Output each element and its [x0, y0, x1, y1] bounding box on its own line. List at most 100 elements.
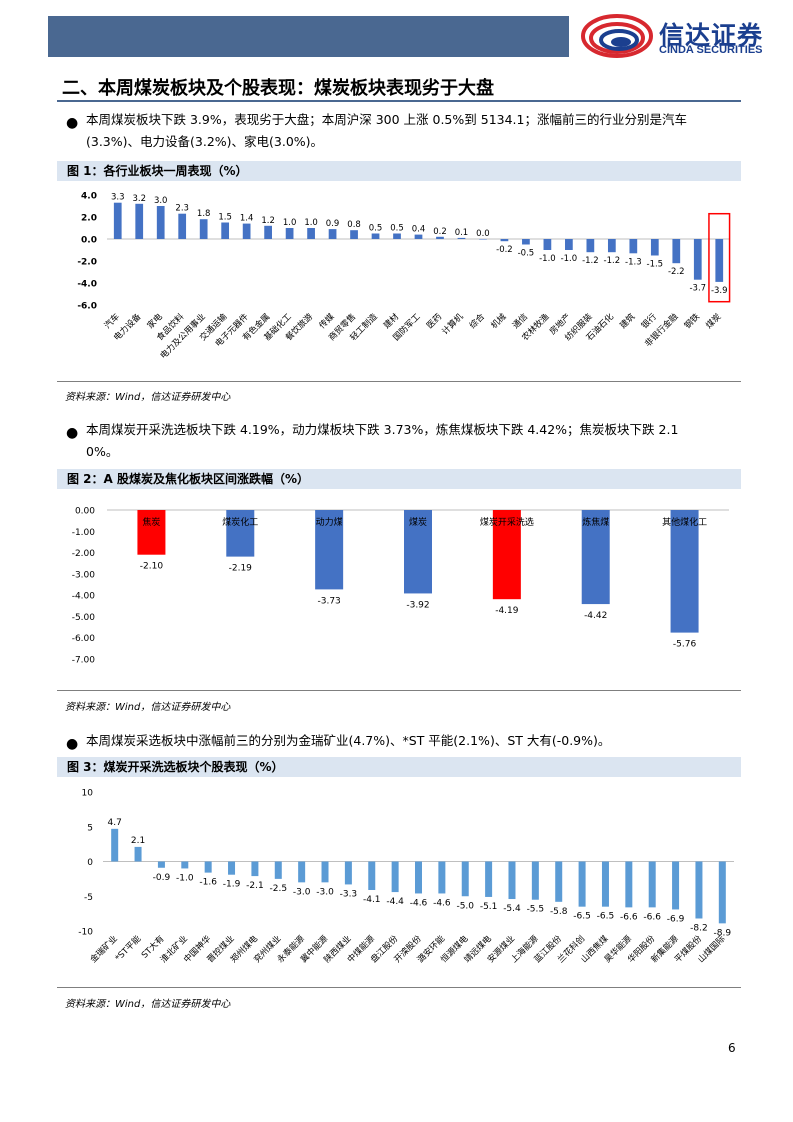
- data-label: 0.5: [390, 224, 404, 234]
- y-tick-label: -5: [84, 893, 93, 903]
- bar: [438, 861, 446, 894]
- data-label: -6.5: [597, 912, 615, 922]
- bar: [436, 236, 444, 239]
- data-label: 1.0: [283, 218, 297, 228]
- data-label: 2.3: [175, 204, 189, 214]
- figure-1-title: 图 1：各行业板块一周表现（%）: [57, 161, 741, 181]
- category-label: 炼焦煤: [582, 516, 609, 528]
- bar: [368, 861, 376, 890]
- category-label: 煤炭开采洗选: [480, 516, 534, 528]
- data-label: 1.8: [197, 209, 211, 219]
- bar: [204, 861, 212, 873]
- data-label: 1.4: [240, 214, 254, 224]
- data-label: -0.2: [496, 245, 513, 255]
- bar: [137, 510, 166, 555]
- paragraph-2-line2: 0%。: [86, 444, 119, 459]
- data-label: -4.42: [584, 611, 607, 621]
- section-divider: [57, 100, 741, 102]
- figure-3-chart: 1050-5-104.7金瑞矿业2.1*ST平能-0.9ST大有-1.0淮北矿业…: [78, 789, 734, 965]
- bar: [228, 861, 236, 875]
- data-label: 3.0: [154, 196, 168, 206]
- data-label: 0.4: [412, 225, 426, 235]
- bar: [522, 239, 530, 245]
- bar: [457, 237, 466, 239]
- y-tick-label: -7.00: [72, 656, 96, 666]
- bar: [178, 213, 187, 239]
- data-label: -3.9: [711, 286, 728, 296]
- bar: [531, 861, 539, 900]
- paragraph-3: 本周煤炭采选板块中涨幅前三的分别为金瑞矿业(4.7%)、*ST 平能(2.1%)…: [86, 730, 741, 752]
- highlight-box: [708, 212, 731, 303]
- bar: [221, 222, 230, 239]
- bar: [601, 861, 609, 907]
- bar: [264, 225, 272, 239]
- page-number: 6: [728, 1041, 736, 1055]
- bar: [199, 219, 208, 239]
- figure-3-title: 图 3：煤炭开采洗选板块个股表现（%）: [57, 757, 741, 777]
- x-tick-label: 计算机: [440, 311, 466, 337]
- data-label: -2.19: [229, 564, 253, 574]
- bar: [479, 239, 487, 240]
- bar: [285, 228, 294, 239]
- figure-1-chart: 4.02.00.0-2.0-4.0-6.03.3汽车3.2电力设备3.0家电2.…: [77, 192, 731, 361]
- bar: [135, 203, 144, 239]
- bar: [693, 239, 702, 280]
- bar: [242, 223, 251, 239]
- bar: [350, 230, 358, 239]
- bar: [415, 861, 422, 894]
- bullet-icon: ●: [66, 115, 79, 131]
- bar: [586, 239, 595, 253]
- bar: [321, 861, 329, 883]
- category-label: 动力煤: [316, 516, 343, 528]
- bar: [391, 861, 399, 893]
- bar: [113, 202, 122, 239]
- figure-1-border: [57, 381, 741, 382]
- bar: [156, 206, 165, 239]
- data-label: -4.6: [433, 898, 451, 908]
- category-label: 煤炭化工: [222, 516, 258, 528]
- data-label: -1.5: [647, 260, 664, 270]
- data-label: -4.6: [410, 898, 428, 908]
- bar: [298, 861, 306, 883]
- bar: [555, 861, 563, 902]
- x-tick-label: 综合: [467, 311, 487, 331]
- bar: [625, 861, 633, 908]
- data-label: -1.0: [539, 254, 556, 264]
- data-label: -2.1: [246, 881, 264, 891]
- data-label: -5.8: [550, 907, 568, 917]
- data-label: -5.76: [673, 640, 697, 650]
- bar: [461, 861, 469, 897]
- bar: [251, 861, 259, 877]
- figure-2-border: [57, 690, 741, 691]
- bar: [695, 861, 703, 919]
- bar: [670, 510, 699, 633]
- data-label: -6.6: [643, 912, 661, 922]
- paragraph-2-line1: 本周煤炭开采洗选板块下跌 4.19%，动力煤板块下跌 3.73%，炼焦煤板块下跌…: [86, 422, 679, 437]
- bar: [715, 239, 724, 282]
- data-label: 0.9: [326, 219, 340, 229]
- data-label: -1.9: [223, 880, 241, 890]
- data-label: -0.9: [153, 873, 171, 883]
- data-label: 0.0: [476, 229, 490, 239]
- x-tick-label: *ST平能: [113, 933, 144, 964]
- y-tick-label: 4.0: [81, 192, 97, 202]
- data-label: 1.0: [304, 218, 318, 228]
- category-label: 焦炭: [142, 516, 160, 528]
- y-tick-label: 0.00: [75, 507, 95, 517]
- y-tick-label: 0.0: [81, 236, 97, 246]
- bar: [307, 228, 315, 239]
- figure-2-title: 图 2：A 股煤炭及焦化板块区间涨跌幅（%）: [57, 469, 741, 489]
- data-label: -3.73: [317, 596, 340, 606]
- data-label: 0.8: [347, 220, 361, 230]
- data-label: -2.5: [269, 884, 287, 894]
- figure-2-source: 资料来源：Wind，信达证券研发中心: [65, 702, 231, 713]
- data-label: 3.3: [111, 193, 125, 203]
- y-tick-label: 10: [82, 789, 94, 799]
- logo-emblem-icon: [581, 14, 653, 58]
- bar: [508, 861, 516, 900]
- section-title: 二、本周煤炭板块及个股表现：煤炭板块表现劣于大盘: [62, 78, 494, 99]
- data-label: -3.3: [340, 889, 358, 899]
- company-logo: 信达证券 CINDA SECURITIES: [581, 14, 781, 60]
- data-label: -3.92: [406, 600, 429, 610]
- data-label: -1.0: [176, 873, 194, 883]
